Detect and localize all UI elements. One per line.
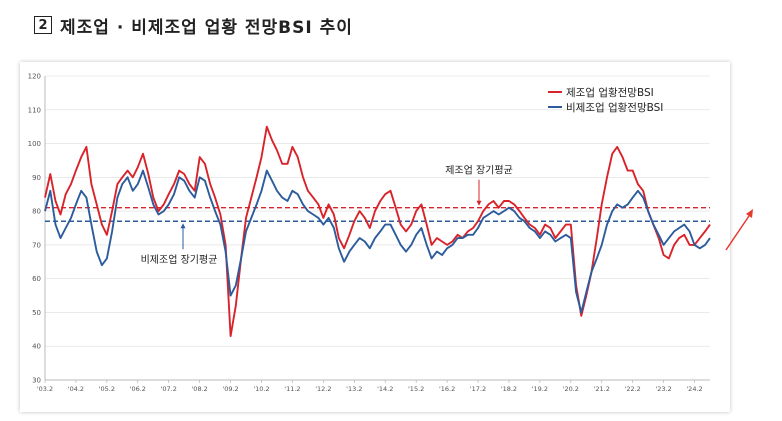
y-tick-label: 120: [28, 73, 41, 81]
x-tick-label: '15.2: [408, 385, 424, 393]
manufacturing-avg-annotation: 제조업 장기평균: [445, 164, 513, 177]
legend-label: 비제조업 업황전망BSI: [566, 101, 663, 114]
x-tick-label: '20.2: [563, 385, 579, 393]
x-tick-label: '21.2: [594, 385, 610, 393]
non-manufacturing-avg-annotation: 비제조업 장기평균: [141, 253, 218, 266]
x-tick-label: '18.2: [501, 385, 517, 393]
trend-arrow-shaft: [725, 212, 752, 251]
trend-arrow-head: [746, 209, 753, 218]
x-tick-label: '17.2: [470, 385, 486, 393]
x-tick-label: '09.2: [222, 385, 238, 393]
x-tick-label: '12.2: [315, 385, 331, 393]
x-tick-label: '23.2: [655, 385, 671, 393]
x-tick-label: '19.2: [532, 385, 548, 393]
x-tick-label: '06.2: [130, 385, 146, 393]
y-tick-label: 40: [32, 343, 41, 351]
y-tick-label: 90: [32, 174, 41, 182]
legend-label: 제조업 업황전망BSI: [566, 86, 654, 99]
y-tick-label: 60: [32, 275, 41, 283]
x-tick-label: '24.2: [686, 385, 702, 393]
x-tick-label: '16.2: [439, 385, 455, 393]
x-tick-label: '04.2: [68, 385, 84, 393]
x-tick-label: '22.2: [625, 385, 641, 393]
y-tick-label: 70: [32, 241, 41, 249]
y-tick-label: 50: [32, 309, 41, 317]
x-tick-label: '08.2: [192, 385, 208, 393]
x-tick-label: '05.2: [99, 385, 115, 393]
chart-heading: 2 제조업 · 비제조업 업황 전망BSI 추이: [34, 12, 353, 38]
y-tick-label: 80: [32, 208, 41, 216]
non-manufacturing-series-line: [44, 169, 711, 314]
y-tick-label: 30: [32, 377, 41, 385]
section-number-badge: 2: [34, 16, 52, 34]
trend-arrow-icon: [725, 209, 753, 251]
x-tick-label: '14.2: [377, 385, 393, 393]
manufacturing-avg-arrowhead: [476, 200, 482, 206]
bsi-line-chart: 30 40 50 60 70 80 90 100 110 120 '03.2 '04.2 '05.2 '0…: [28, 73, 711, 393]
x-tick-label: '11.2: [284, 385, 300, 393]
x-tick-label: '13.2: [346, 385, 362, 393]
non-manufacturing-avg-arrowhead: [180, 223, 186, 229]
chart-panel: 30 40 50 60 70 80 90 100 110 120 '03.2 '04.2 '05.2 '0…: [20, 62, 730, 412]
x-tick-label: '07.2: [161, 385, 177, 393]
chart-title: 제조업 · 비제조업 업황 전망BSI 추이: [60, 17, 353, 38]
y-tick-label: 100: [28, 140, 41, 148]
x-tick-label: '10.2: [253, 385, 269, 393]
x-tick-label: '03.2: [37, 385, 53, 393]
y-tick-label: 110: [28, 106, 41, 114]
manufacturing-series-line: [44, 125, 711, 338]
